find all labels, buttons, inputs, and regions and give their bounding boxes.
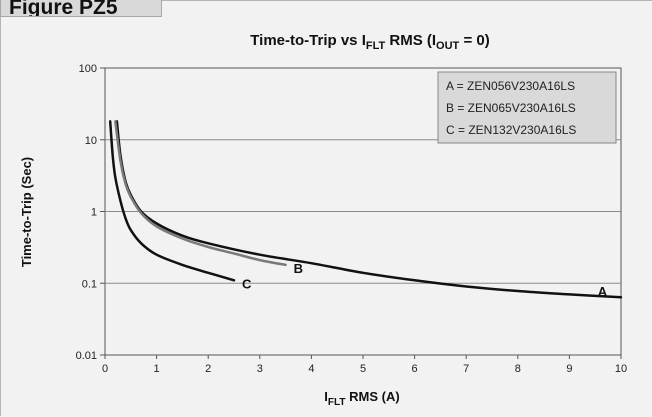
x-axis-ticks: 0 1 2 3 4 5 6 7 8 9 10 — [102, 355, 627, 375]
x-tick-label: 7 — [463, 363, 469, 375]
x-tick-label: 8 — [515, 363, 521, 375]
x-axis-title: IFLT RMS (A) — [324, 389, 399, 408]
x-tick-label: 6 — [412, 363, 418, 375]
curve-label-c: C — [242, 276, 252, 291]
curve-labels: A B C — [242, 261, 608, 299]
x-tick-label: 9 — [566, 363, 572, 375]
x-tick-label: 3 — [257, 363, 263, 375]
curve-label-b: B — [294, 261, 303, 276]
x-tick-label: 2 — [205, 363, 211, 375]
curve-label-a: A — [598, 284, 608, 299]
legend-entry-a: A = ZEN056V230A16LS — [446, 79, 575, 93]
legend-entry-c: C = ZEN132V230A16LS — [446, 123, 576, 137]
x-tick-label: 5 — [360, 363, 366, 375]
x-tick-label: 10 — [615, 363, 627, 375]
y-tick-label: 100 — [79, 63, 97, 75]
chart-title: Time-to-Trip vs IFLT RMS (IOUT = 0) — [250, 32, 489, 52]
x-tick-label: 0 — [102, 363, 108, 375]
curve-b — [114, 120, 287, 267]
curves — [108, 120, 623, 299]
legend: A = ZEN056V230A16LS B = ZEN065V230A16LS … — [437, 71, 617, 144]
y-axis-ticks: 0.01 0.1 1 10 100 — [76, 63, 105, 362]
legend-entry-b: B = ZEN065V230A16LS — [446, 101, 576, 115]
y-tick-label: 0.1 — [82, 278, 97, 290]
y-tick-label: 10 — [85, 135, 97, 147]
legend-box — [437, 71, 617, 144]
y-tick-label: 0.01 — [76, 350, 97, 362]
y-tick-label: 1 — [91, 207, 97, 219]
figure-tab-divider — [162, 0, 652, 1]
figure-label: Figure PZ5 — [0, 0, 162, 17]
curve-c — [108, 120, 236, 282]
x-tick-label: 1 — [154, 363, 160, 375]
y-axis-title: Time-to-Trip (Sec) — [19, 157, 34, 267]
x-tick-label: 4 — [308, 363, 314, 375]
